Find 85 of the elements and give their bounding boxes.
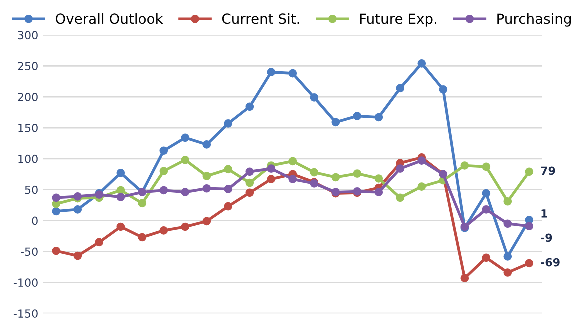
point [353,112,362,120]
y-tick-label: -100 [14,278,38,288]
point [525,222,534,231]
point [396,164,405,173]
point [116,222,126,232]
point [310,94,319,102]
point [482,162,491,172]
point [525,259,534,268]
point [374,113,384,122]
point [288,157,298,166]
point [288,175,298,184]
point [52,207,61,216]
point [418,182,426,191]
point [460,162,470,170]
point [267,164,276,173]
point [418,59,426,68]
point [246,168,254,176]
legend-label: Overall Outlook [56,13,164,24]
point [374,174,384,183]
point [52,194,61,202]
point [246,178,254,188]
point [95,238,104,247]
point [332,173,340,182]
y-tick-label: 150 [18,124,38,132]
y-tick-label: 300 [18,31,38,40]
data-label: 79 [541,166,556,176]
y-tick-label: 100 [18,154,38,164]
point [504,197,512,206]
point [202,140,212,149]
point [74,205,82,214]
data-label: -9 [541,234,552,242]
point [224,165,233,174]
point [138,233,147,242]
point [418,156,426,165]
point [160,186,168,195]
point [116,186,126,195]
point [482,189,491,198]
y-tick-label: -50 [21,248,38,256]
y-tick-label: 250 [18,62,38,71]
y-tick-label: 50 [25,186,38,194]
point [181,134,190,142]
point [181,188,190,197]
y-tick-label: 200 [18,93,38,102]
point [116,193,126,202]
point [353,170,362,178]
point [52,246,61,256]
point [396,194,405,202]
point [224,202,233,211]
point [267,68,276,76]
point [116,168,126,178]
point [202,217,212,226]
point [181,156,190,164]
point [202,172,212,180]
point [460,274,470,283]
point [246,102,254,112]
point [396,84,405,93]
point [374,188,384,197]
point [160,146,168,156]
point [332,118,340,127]
point [288,69,298,78]
point [267,175,276,184]
point [504,252,512,261]
legend-label: Purchasing [498,13,572,27]
y-tick-label: -150 [14,310,38,318]
point [504,268,512,277]
point [202,184,212,193]
legend-label: Current Sit. [222,13,300,24]
data-label: 1 [542,210,548,218]
legend-label: Future Exp. [360,14,436,27]
point [482,205,491,214]
point [246,188,254,198]
point [482,254,491,262]
y-tick-label: 0 [32,216,38,226]
point [160,167,168,176]
point [504,220,512,228]
data-label: -69 [541,258,560,267]
point [439,85,448,94]
point [160,226,168,235]
point [310,168,319,177]
point [138,199,147,208]
point [224,185,233,194]
point [181,222,190,232]
point [74,252,82,260]
point [224,120,233,128]
point [525,168,534,176]
